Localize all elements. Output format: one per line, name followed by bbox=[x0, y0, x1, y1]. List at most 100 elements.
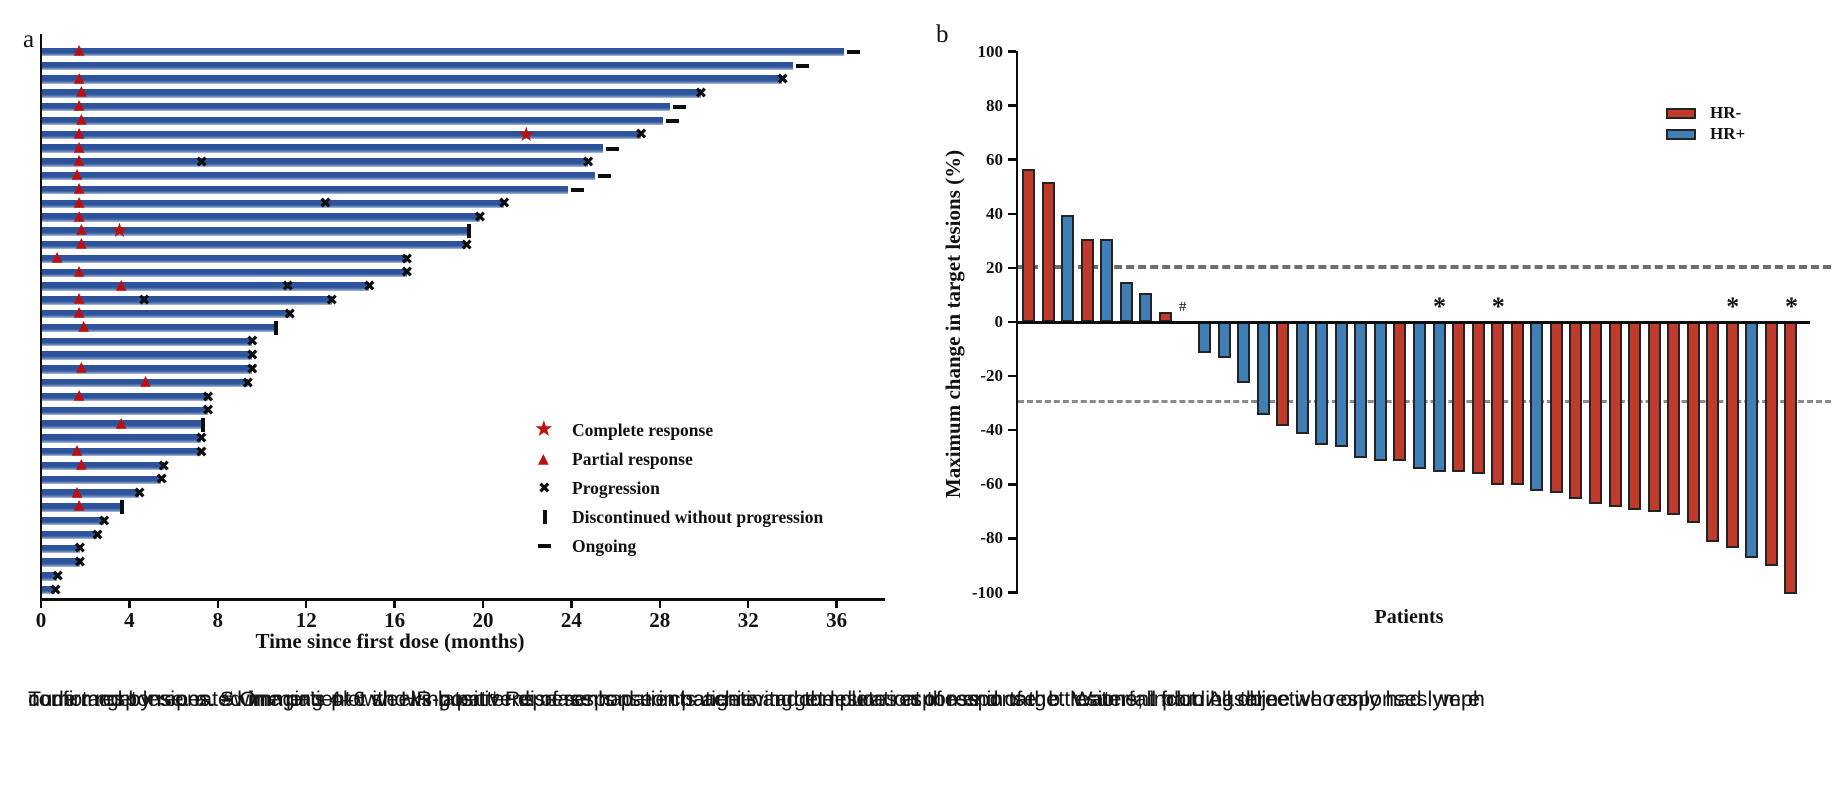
partial-response-marker: ▲ bbox=[73, 42, 85, 58]
waterfall-bar-hr-negative bbox=[1784, 321, 1798, 594]
waterfall-y-tick bbox=[1007, 266, 1016, 270]
waterfall-y-tick bbox=[1007, 158, 1016, 161]
swimmer-x-tick-label: 36 bbox=[826, 608, 848, 632]
discontinued-legend-icon bbox=[543, 510, 547, 524]
waterfall-bar-hr-negative bbox=[1276, 321, 1290, 426]
waterfall-y-tick-label: 80 bbox=[986, 95, 1003, 115]
swimmer-bar bbox=[42, 420, 204, 429]
partial-response-marker: ▲ bbox=[73, 497, 85, 514]
progression-marker: ✖ bbox=[195, 152, 208, 171]
waterfall-y-tick-label: -100 bbox=[971, 582, 1003, 602]
waterfall-zero-line bbox=[1015, 320, 1810, 324]
swimmer-bar bbox=[42, 351, 252, 360]
waterfall-bar-hr-negative bbox=[1080, 238, 1094, 322]
swimmer-bar bbox=[42, 392, 208, 402]
discontinued-marker bbox=[466, 224, 471, 239]
legend-label: HR+ bbox=[1710, 123, 1746, 143]
waterfall-y-tick bbox=[1007, 591, 1016, 594]
panel-a-label: a bbox=[23, 26, 35, 53]
progression-marker: ✖ bbox=[245, 359, 259, 378]
swimmer-bar bbox=[42, 530, 98, 540]
waterfall-bar-hr-negative bbox=[1452, 321, 1466, 472]
swimmer-x-tick bbox=[835, 600, 838, 608]
complete-response-asterisk: * bbox=[1726, 292, 1740, 321]
complete-response-marker: ★ bbox=[517, 121, 536, 146]
complete-response-asterisk: * bbox=[1784, 292, 1798, 321]
swimmer-x-axis bbox=[39, 598, 885, 601]
progression-marker: ✖ bbox=[73, 539, 87, 558]
swimmer-bar bbox=[42, 102, 670, 112]
waterfall-y-tick-label: 60 bbox=[986, 149, 1003, 169]
progression-marker: ✖ bbox=[776, 70, 789, 89]
progression-marker: ✖ bbox=[319, 194, 332, 213]
swimmer-x-tick-label: 24 bbox=[560, 608, 582, 632]
ongoing-marker bbox=[570, 188, 584, 192]
waterfall-y-tick bbox=[1007, 320, 1016, 324]
progression-marker: ✖ bbox=[283, 304, 297, 323]
swimmer-x-axis-title: Time since first dose (months) bbox=[255, 629, 525, 653]
swimmer-x-tick bbox=[216, 600, 220, 608]
swimmer-x-tick-label: 8 bbox=[212, 608, 224, 632]
progression-marker: ✖ bbox=[97, 511, 111, 530]
waterfall-bar-hr-positive bbox=[1139, 292, 1153, 322]
progression-marker: ✖ bbox=[241, 373, 255, 392]
swimmer-bar bbox=[42, 47, 845, 57]
swimmer-bar bbox=[42, 323, 277, 333]
progression-marker: ✖ bbox=[51, 566, 65, 585]
legend-label: Progression bbox=[572, 478, 660, 498]
swimmer-bar bbox=[42, 116, 663, 126]
swimmer-bar bbox=[42, 406, 208, 416]
partial-response-marker: ▲ bbox=[115, 276, 127, 293]
partial-response-marker: ▲ bbox=[73, 207, 85, 224]
progression-marker: ✖ bbox=[363, 277, 376, 296]
discontinued-marker bbox=[201, 417, 206, 432]
waterfall-bar-hr-positive bbox=[1432, 321, 1446, 472]
partial-response-marker: ▲ bbox=[75, 359, 87, 376]
complete-response-asterisk: * bbox=[1433, 292, 1447, 321]
waterfall-y-tick-label: 100 bbox=[977, 41, 1004, 61]
waterfall-bar-hr-negative bbox=[1608, 321, 1622, 507]
waterfall-bar-hr-negative bbox=[1491, 321, 1505, 486]
waterfall-y-tick bbox=[1007, 428, 1016, 432]
progression-marker: ✖ bbox=[473, 208, 487, 227]
waterfall-y-tick bbox=[1007, 537, 1016, 540]
waterfall-bar-hr-negative bbox=[1647, 321, 1661, 513]
waterfall-bar-hr-negative bbox=[1628, 321, 1642, 510]
waterfall-bar-hr-positive bbox=[1315, 321, 1329, 445]
swimmer-bar bbox=[42, 268, 407, 278]
legend-label: Partial response bbox=[572, 449, 693, 469]
complete-response-marker: ★ bbox=[110, 218, 129, 243]
progression-marker: ✖ bbox=[634, 125, 648, 144]
partial-response-marker: ▲ bbox=[73, 193, 85, 210]
caption-line-1: Tumor response. a. Swimmer’s plot showin… bbox=[28, 687, 1481, 711]
swimmer-bar bbox=[42, 185, 568, 195]
partial-response-marker: ▲ bbox=[73, 138, 85, 155]
swimmer-bar bbox=[42, 240, 467, 250]
waterfall-bar-hr-positive bbox=[1530, 321, 1544, 491]
swimmer-bar bbox=[42, 75, 783, 84]
waterfall-y-tick-label: -80 bbox=[980, 528, 1003, 548]
waterfall-y-tick bbox=[1007, 50, 1016, 53]
progression-marker: ✖ bbox=[245, 346, 259, 365]
waterfall-bar-hr-negative bbox=[1588, 321, 1602, 505]
swimmer-bar bbox=[42, 89, 701, 98]
swimmer-bar bbox=[42, 516, 104, 526]
progression-marker: ✖ bbox=[400, 263, 414, 282]
waterfall-bar-hr-positive bbox=[1100, 238, 1114, 322]
swimmer-bar bbox=[42, 144, 604, 153]
waterfall-bar-hr-positive bbox=[1237, 321, 1251, 383]
waterfall-bar-hr-negative bbox=[1686, 321, 1700, 524]
waterfall-bar-hr-negative bbox=[1569, 321, 1583, 499]
waterfall-y-tick-label: -60 bbox=[980, 474, 1003, 494]
swimmer-x-tick bbox=[304, 600, 308, 608]
swimmer-bar bbox=[42, 61, 794, 71]
swimmer-x-tick-label: 20 bbox=[472, 608, 494, 632]
waterfall-bar-hr-positive bbox=[1745, 321, 1759, 559]
partial-response-marker: ▲ bbox=[73, 97, 85, 114]
swimmer-bar bbox=[42, 503, 122, 512]
waterfall-bar-hr-negative bbox=[1725, 321, 1739, 548]
progression-legend-icon: ✖ bbox=[538, 479, 551, 497]
ongoing-marker bbox=[597, 174, 611, 179]
swimmer-x-tick-label: 4 bbox=[124, 608, 135, 632]
waterfall-y-tick-label: -20 bbox=[980, 366, 1003, 386]
